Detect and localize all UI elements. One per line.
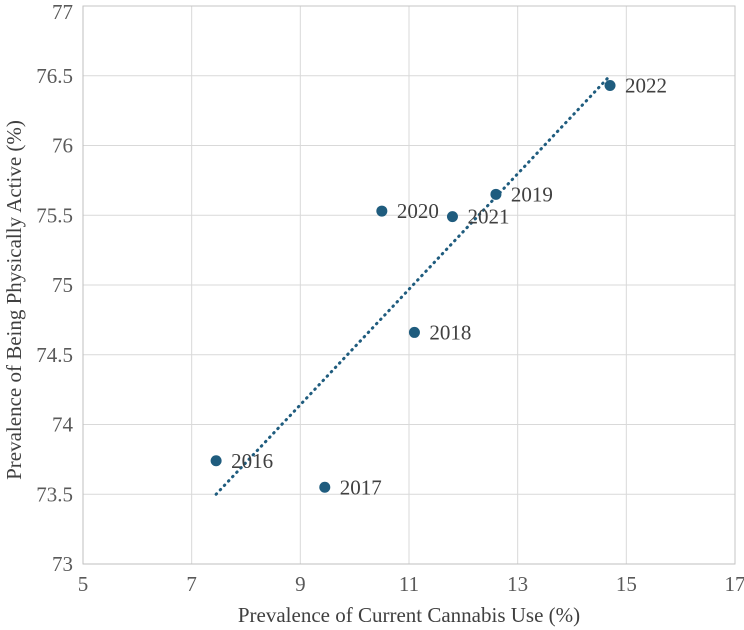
point-label-2022: 2022 <box>625 74 667 98</box>
point-label-2017: 2017 <box>340 475 382 499</box>
data-point-2016 <box>210 455 222 467</box>
y-tick-label-77: 77 <box>52 0 73 24</box>
data-point-2022 <box>604 80 616 92</box>
data-point-2020 <box>376 205 388 217</box>
y-tick-label-73: 73 <box>52 552 73 576</box>
point-label-2018: 2018 <box>429 320 471 344</box>
x-tick-label-5: 5 <box>78 572 89 596</box>
x-tick-label-9: 9 <box>295 572 306 596</box>
data-point-2017 <box>319 481 331 493</box>
x-tick-label-13: 13 <box>507 572 528 596</box>
point-label-2021: 2021 <box>467 205 509 229</box>
point-label-2016: 2016 <box>231 449 273 473</box>
y-tick-label-76: 76 <box>52 134 73 158</box>
x-tick-label-11: 11 <box>399 572 419 596</box>
point-label-2020: 2020 <box>397 199 439 223</box>
y-tick-label-73.5: 73.5 <box>36 482 73 506</box>
x-tick-label-7: 7 <box>186 572 197 596</box>
y-tick-label-74: 74 <box>52 413 74 437</box>
data-point-2019 <box>490 188 502 200</box>
y-tick-label-74.5: 74.5 <box>36 343 73 367</box>
trendline <box>214 77 609 496</box>
y-tick-label-75: 75 <box>52 273 73 297</box>
data-point-2018 <box>408 326 420 338</box>
point-label-2019: 2019 <box>511 182 553 206</box>
data-point-2021 <box>446 211 458 223</box>
x-tick-label-17: 17 <box>725 572 744 596</box>
x-tick-label-15: 15 <box>616 572 637 596</box>
y-tick-label-76.5: 76.5 <box>36 64 73 88</box>
y-tick-label-75.5: 75.5 <box>36 203 73 227</box>
